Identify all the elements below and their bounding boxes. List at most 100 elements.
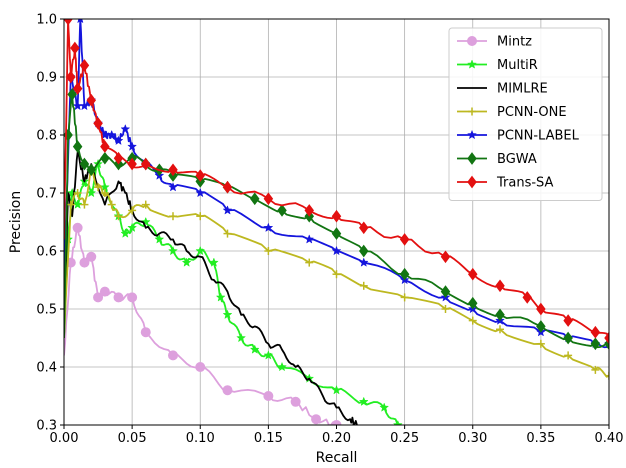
- data-point-pcnn-label: [168, 181, 178, 192]
- data-point-pcnn-label: [120, 123, 131, 134]
- data-point-pcnn-one: [223, 229, 232, 238]
- data-point-pcnn-label: [304, 234, 315, 244]
- data-point-bgwa: [399, 267, 410, 281]
- data-point-trans-sa: [304, 204, 314, 217]
- data-point-trans-sa: [141, 157, 151, 171]
- data-point-multir: [249, 344, 260, 354]
- data-point-trans-sa: [359, 221, 369, 235]
- data-point-trans-sa: [86, 93, 96, 107]
- data-point-pcnn-one: [441, 305, 450, 313]
- data-point-bgwa: [590, 337, 601, 351]
- data-point-multir: [154, 234, 165, 244]
- legend-swatch-marker: [467, 59, 477, 69]
- data-point-bgwa: [277, 204, 287, 217]
- data-point-mintz: [263, 391, 274, 401]
- data-point-pcnn-one: [400, 293, 409, 302]
- data-point-mintz: [140, 327, 151, 338]
- data-point-mintz: [72, 222, 83, 233]
- series-line-trans-sa: [64, 19, 609, 339]
- x-tick-label: 0.20: [322, 431, 351, 446]
- data-point-mintz: [99, 286, 110, 297]
- data-point-bgwa: [86, 163, 96, 177]
- legend-label: MIMLRE: [497, 82, 548, 97]
- legend-label: PCNN-ONE: [497, 105, 567, 120]
- x-tick-label: 0.40: [595, 431, 624, 446]
- legend-label: MultiR: [497, 58, 538, 73]
- axis-ticks: 0.00 0.05 0.10 0.15 0.20 0.25 0.30 0.35 0.40 0.3 0…: [36, 13, 623, 447]
- data-point-pcnn-one: [169, 212, 177, 221]
- data-point-pcnn-label: [331, 245, 342, 256]
- data-point-pcnn-label: [106, 129, 117, 140]
- data-point-trans-sa: [195, 169, 205, 182]
- x-tick-label: 0.30: [458, 431, 487, 446]
- data-point-trans-sa: [590, 325, 601, 339]
- data-point-pcnn-label: [263, 222, 274, 233]
- data-point-multir: [127, 222, 138, 233]
- data-point-pcnn-label: [113, 135, 124, 146]
- data-point-bgwa: [359, 244, 369, 258]
- data-point-trans-sa: [93, 117, 103, 130]
- data-point-bgwa: [100, 151, 110, 165]
- data-point-mintz: [311, 414, 322, 425]
- data-point-pcnn-one: [564, 351, 573, 360]
- data-point-trans-sa: [168, 163, 178, 177]
- data-point-trans-sa: [331, 209, 342, 223]
- data-point-trans-sa: [64, 19, 73, 26]
- data-point-pcnn-label: [127, 141, 138, 151]
- x-tick-label: 0.05: [118, 431, 147, 446]
- data-point-pcnn-one: [66, 200, 75, 209]
- data-point-mintz: [79, 257, 90, 268]
- data-point-trans-sa: [495, 279, 505, 293]
- series-mimlre: [64, 151, 358, 425]
- data-point-pcnn-one: [107, 200, 116, 209]
- legend-label: Mintz: [497, 35, 532, 50]
- legend-swatch-marker: [467, 152, 477, 165]
- data-point-bgwa: [67, 88, 77, 101]
- x-tick-label: 0.15: [254, 431, 283, 446]
- data-point-pcnn-label: [222, 205, 233, 215]
- data-point-mintz: [93, 292, 104, 303]
- data-point-multir: [72, 199, 83, 209]
- y-tick-label: 0.9: [36, 71, 57, 86]
- data-point-bgwa: [536, 320, 546, 333]
- data-point-pcnn-one: [264, 247, 273, 255]
- data-point-pcnn-one: [94, 183, 103, 192]
- series-line-mimlre: [64, 151, 358, 425]
- data-point-multir: [392, 419, 403, 425]
- data-point-bgwa: [72, 140, 83, 153]
- data-point-mintz: [127, 292, 138, 303]
- data-point-pcnn-label: [195, 187, 206, 198]
- data-point-pcnn-one: [80, 200, 89, 209]
- y-tick-label: 0.5: [36, 303, 57, 318]
- data-point-pcnn-one: [100, 189, 109, 197]
- data-point-mintz: [195, 362, 206, 372]
- data-point-multir: [215, 292, 226, 302]
- legend-label: Trans-SA: [496, 176, 554, 191]
- data-point-pcnn-one: [332, 270, 341, 279]
- data-point-pcnn-one: [73, 189, 82, 197]
- data-point-mintz: [86, 251, 97, 262]
- plot-area: [64, 19, 609, 425]
- data-point-mintz: [168, 350, 178, 361]
- data-point-multir: [208, 257, 219, 267]
- legend: Mintz MultiR MIMLRE PCNN-ONE PCNN-LABEL BGWA T…: [448, 27, 603, 201]
- data-point-trans-sa: [536, 302, 546, 316]
- data-point-multir: [236, 332, 247, 343]
- legend-label: BGWA: [497, 152, 537, 167]
- data-point-multir: [168, 245, 178, 256]
- y-axis-label: Precision: [8, 191, 24, 253]
- data-point-trans-sa: [100, 140, 110, 153]
- series-trans-sa: [64, 19, 609, 345]
- data-point-bgwa: [468, 296, 478, 310]
- data-point-pcnn-one: [496, 325, 504, 334]
- data-point-trans-sa: [604, 331, 609, 345]
- data-point-trans-sa: [440, 250, 451, 264]
- legend-swatch-marker: [467, 175, 477, 189]
- data-point-trans-sa: [79, 59, 90, 72]
- data-point-pcnn-one: [141, 200, 150, 209]
- data-point-pcnn-one: [536, 339, 545, 348]
- data-point-multir: [222, 309, 233, 320]
- data-point-mintz: [331, 420, 342, 425]
- x-axis-label: Recall: [316, 450, 358, 466]
- data-point-mintz: [222, 385, 233, 396]
